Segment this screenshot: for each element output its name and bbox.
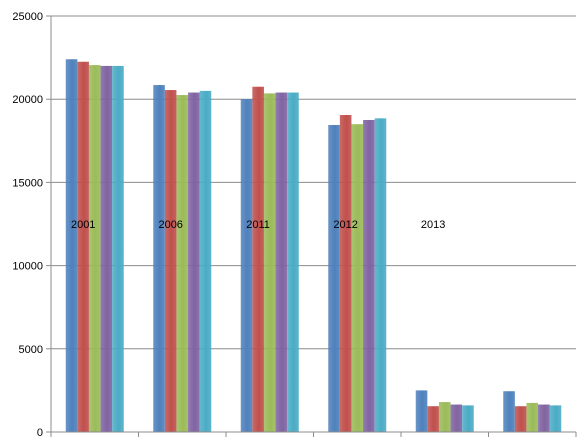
gridlines bbox=[46, 15, 576, 433]
y-tick-label: 5000 bbox=[19, 344, 43, 356]
y-tick-labels: 0 5000 10000 15000 20000 25000 bbox=[12, 11, 43, 439]
bar-series3-group2 bbox=[176, 95, 189, 432]
bar-series3-group4 bbox=[351, 124, 364, 432]
bar-series4-group1 bbox=[100, 65, 113, 433]
axes-group bbox=[50, 16, 577, 437]
bar-series4-group2 bbox=[188, 92, 200, 432]
bar-series5-group6 bbox=[549, 405, 562, 432]
bar-series5-group3 bbox=[287, 92, 299, 432]
annotation-label: 2006 bbox=[158, 219, 182, 231]
bar-series1-group2 bbox=[153, 85, 165, 432]
annotation-label: 2013 bbox=[421, 219, 445, 231]
bar-series5-group2 bbox=[199, 90, 212, 432]
y-tick-label: 10000 bbox=[12, 261, 43, 273]
bar-series1-group5 bbox=[415, 390, 428, 432]
bar-series3-group6 bbox=[526, 402, 539, 432]
bar-series1-group3 bbox=[240, 99, 253, 432]
bar-series3-group5 bbox=[438, 402, 451, 432]
bar-series2-group3 bbox=[252, 86, 264, 432]
bar-series2-group1 bbox=[77, 61, 89, 432]
y-tick-label: 0 bbox=[37, 427, 43, 439]
bar-series5-group4 bbox=[374, 118, 387, 432]
y-tick-label: 20000 bbox=[12, 94, 43, 106]
y-tick-label: 25000 bbox=[12, 11, 43, 23]
bar-series2-group6 bbox=[514, 406, 527, 432]
bar-series4-group4 bbox=[363, 120, 375, 432]
bar-series2-group2 bbox=[164, 90, 177, 433]
annotation-label: 2001 bbox=[71, 219, 95, 231]
bar-series2-group4 bbox=[339, 115, 352, 432]
bar-series3-group1 bbox=[88, 65, 101, 432]
bars-group bbox=[65, 59, 562, 433]
bar-series1-group6 bbox=[503, 391, 515, 432]
bar-series5-group1 bbox=[112, 65, 124, 433]
y-tick-label: 15000 bbox=[12, 177, 43, 189]
bar-series2-group5 bbox=[427, 406, 439, 432]
annotation-label: 2012 bbox=[333, 219, 357, 231]
annotation-label: 2011 bbox=[246, 219, 270, 231]
bar-series1-group4 bbox=[328, 124, 340, 433]
bar-series4-group6 bbox=[538, 404, 550, 432]
bar-series4-group3 bbox=[275, 92, 288, 432]
bar-series5-group5 bbox=[462, 405, 474, 432]
bar-series1-group1 bbox=[65, 59, 78, 432]
bar-series3-group3 bbox=[263, 93, 276, 432]
bar-series4-group5 bbox=[450, 404, 463, 432]
annotations-group: 2001 2006 2011 2012 2013 bbox=[71, 219, 445, 231]
